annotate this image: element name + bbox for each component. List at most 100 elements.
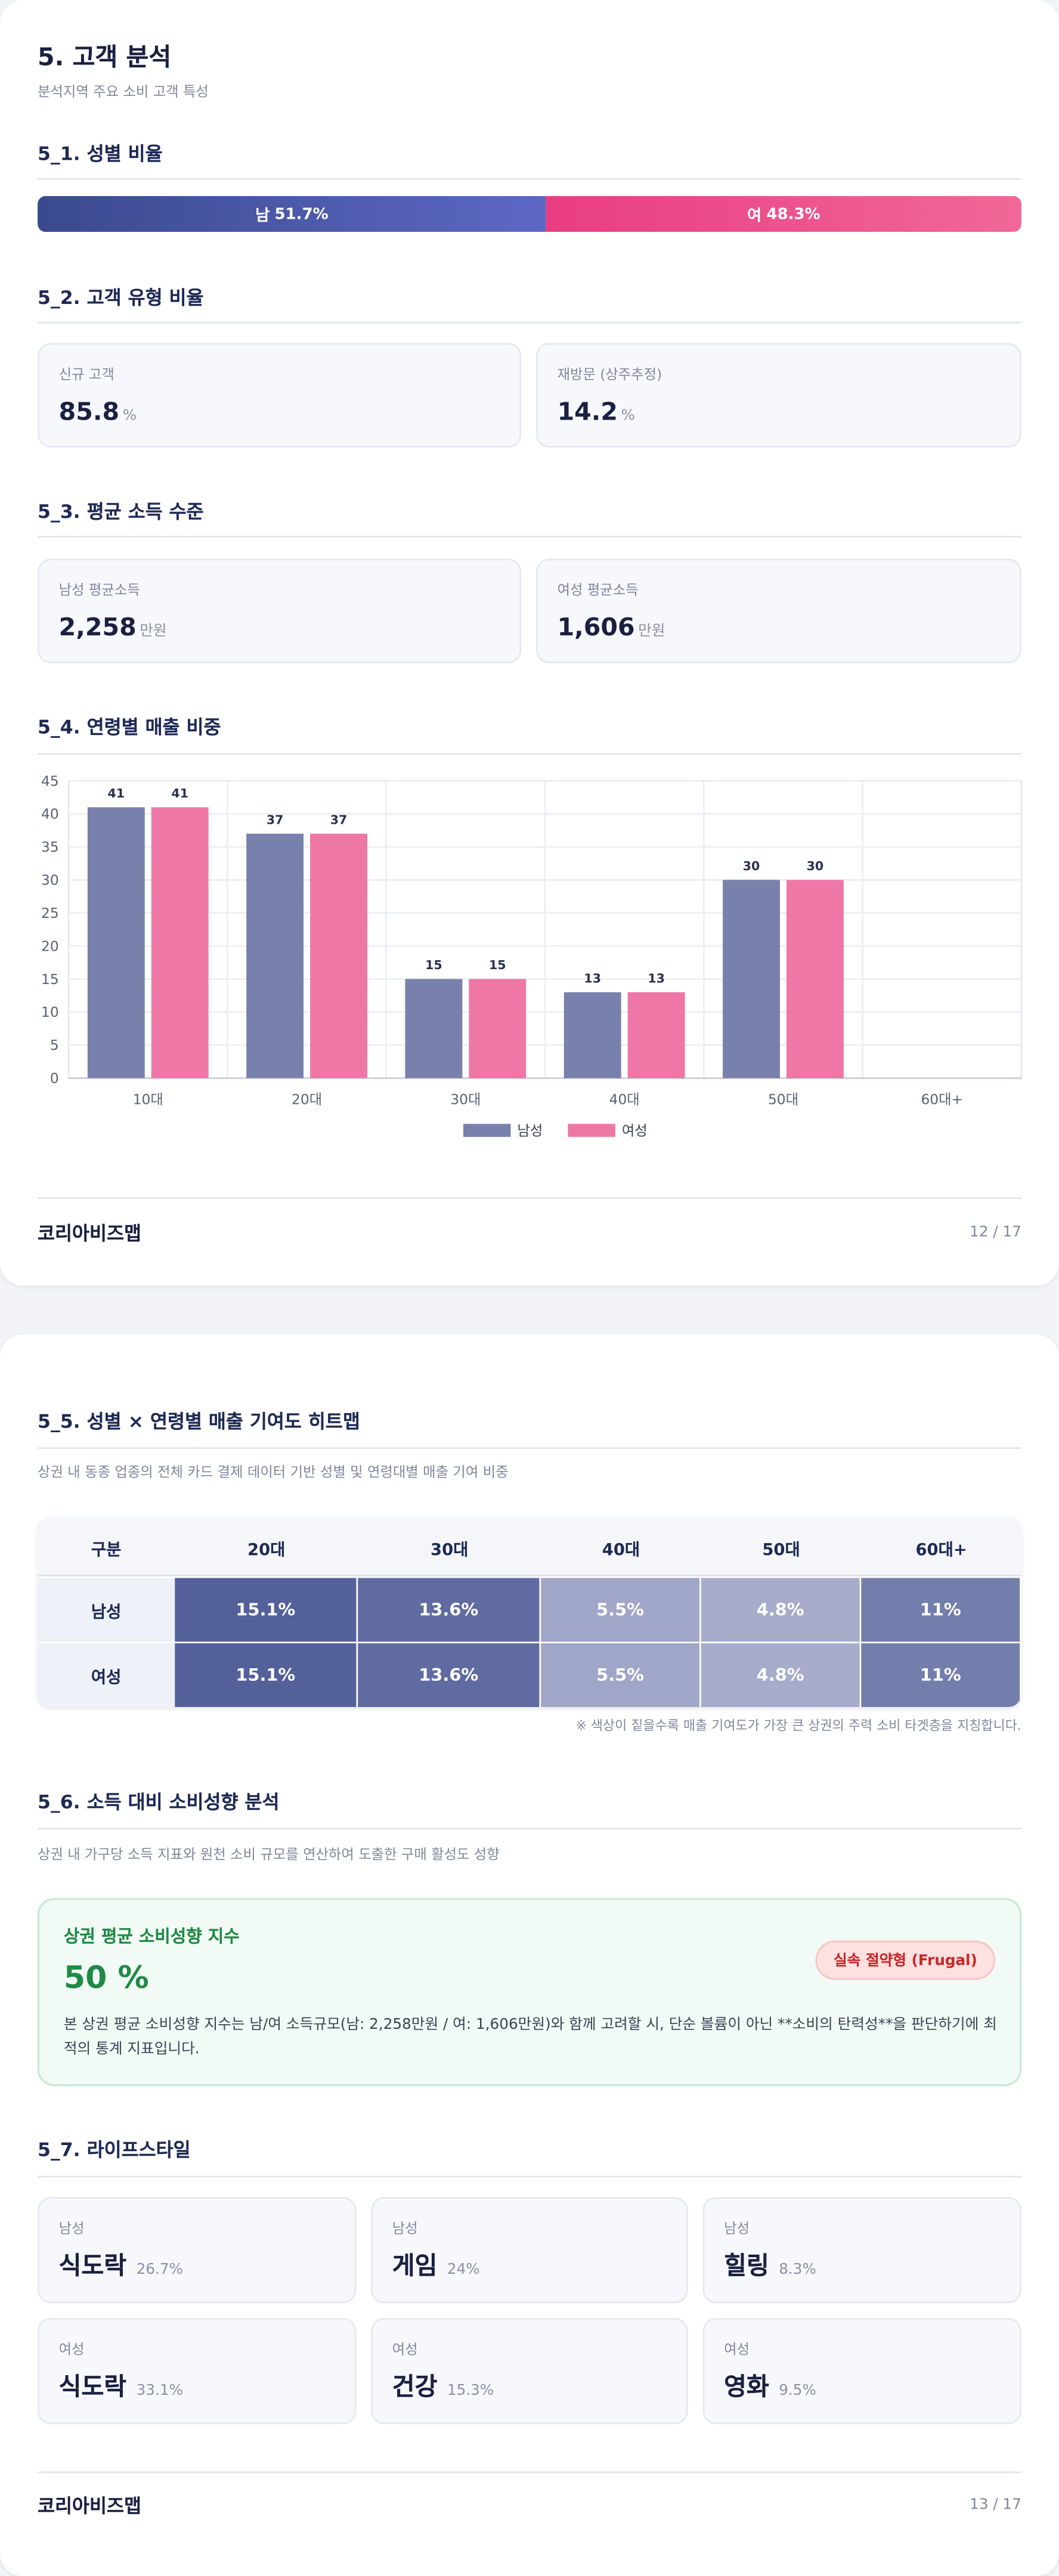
lifestyle-gender: 여성	[724, 2342, 750, 2359]
divider	[38, 178, 1021, 180]
lifestyle-card: 남성 식도락 26.7%	[38, 2197, 357, 2304]
lifestyle-item: 영화 9.5%	[724, 2370, 816, 2408]
stat-card: 여성 평균소득 1,606 만원	[535, 558, 1021, 663]
y-tick-label: 40	[41, 806, 59, 823]
heatmap-row-label: 여성	[38, 1643, 175, 1708]
bar	[87, 807, 145, 1078]
heatmap-cell: 13.6%	[358, 1643, 540, 1708]
heatmap-note: ※ 색상이 짙을수록 매출 기여도가 가장 큰 상권의 주력 소비 타겟층을 지…	[575, 1718, 1021, 1733]
heatmap-header: 30대	[431, 1541, 469, 1559]
legend-swatch	[463, 1123, 511, 1137]
stat-unit: 만원	[140, 623, 167, 641]
divider	[38, 1197, 1021, 1199]
y-tick-label: 30	[41, 873, 59, 889]
gender-label: 남	[255, 207, 270, 226]
stat-value: 85.8%	[59, 395, 137, 433]
value-label: 30	[743, 859, 760, 873]
value-label: 15	[489, 958, 506, 972]
lifestyle-card: 남성 힐링 8.3%	[702, 2197, 1021, 2304]
legend-swatch	[568, 1123, 615, 1137]
value-label: 30	[807, 859, 824, 873]
divider	[38, 1827, 1021, 1830]
y-tick-label: 0	[50, 1070, 59, 1087]
lifestyle-name: 힐링	[724, 2251, 769, 2281]
lifestyle-gender: 여성	[58, 2342, 85, 2359]
propensity-box: 상권 평균 소비성향 지수 50 % 실속 절약형 (Frugal) 본 상권 …	[38, 1898, 1021, 2086]
section-heading: 5_4. 연령별 매출 비중	[38, 715, 221, 738]
heatmap-header: 구분	[91, 1541, 122, 1559]
heatmap-cell: 4.8%	[701, 1643, 860, 1708]
bar	[786, 880, 844, 1078]
heatmap-cell-label: 4.8%	[756, 1665, 804, 1686]
heatmap-header-row	[38, 1517, 1021, 1576]
divider	[38, 2471, 1021, 2473]
stat-value: 14.2%	[558, 395, 635, 433]
value-label: 13	[584, 971, 601, 985]
stat-number: 14.2	[557, 396, 618, 427]
stat-value: 2,258 만원	[59, 611, 167, 648]
lifestyle-share: 15.3%	[447, 2383, 494, 2400]
heatmap-cell: 11%	[861, 1578, 1020, 1642]
lifestyle-name: 게임	[392, 2251, 438, 2281]
heatmap-cell-label: 15.1%	[236, 1600, 296, 1620]
page-title: 5. 고객 분석	[38, 42, 172, 72]
x-tick-label: 30대	[450, 1092, 481, 1108]
value-label: 41	[108, 786, 125, 800]
footer-brand: 코리아비즈맵	[38, 2494, 142, 2518]
gender-label: 여	[747, 207, 762, 226]
bar	[563, 992, 621, 1078]
lifestyle-name: 영화	[724, 2372, 769, 2401]
stat-number: 1,606	[557, 612, 635, 643]
heatmap-header: 50대	[762, 1541, 800, 1559]
x-tick-label: 60대+	[921, 1092, 964, 1108]
heatmap-cell-label: 5.5%	[596, 1665, 645, 1686]
stat-label: 신규 고객	[58, 367, 114, 384]
value-label: 37	[330, 812, 348, 827]
y-tick-label: 45	[41, 773, 59, 789]
heatmap-header: 40대	[602, 1541, 640, 1559]
bar	[723, 880, 780, 1078]
lifestyle-gender: 여성	[392, 2342, 418, 2359]
value-label: 37	[267, 812, 284, 827]
bar	[151, 807, 209, 1078]
stat-label: 남성 평균소득	[58, 583, 140, 600]
section-heading: 5_2. 고객 유형 비율	[38, 285, 204, 309]
bar	[469, 979, 527, 1078]
heatmap-cell: 11%	[861, 1643, 1020, 1708]
y-tick-label: 25	[41, 905, 59, 921]
heatmap-header: 20대	[247, 1541, 286, 1559]
stat-number: 2,258	[58, 612, 137, 643]
heatmap-cell: 15.1%	[175, 1578, 357, 1642]
propensity-text: 본 상권 평균 소비성향 지수는 남/여 소득규모(남: 2,258만원 / 여…	[63, 2017, 997, 2059]
lifestyle-share: 24%	[447, 2262, 480, 2279]
page-subtitle: 분석지역 주요 소비 고객 특성	[38, 85, 209, 101]
stat-unit: 만원	[638, 623, 665, 641]
heatmap-cell-label: 13.6%	[419, 1600, 479, 1620]
divider	[38, 1447, 1021, 1450]
lifestyle-item: 힐링 8.3%	[724, 2249, 816, 2287]
heatmap-cell: 4.8%	[701, 1578, 860, 1642]
lifestyle-name: 식도락	[58, 2251, 127, 2281]
stat-label: 재방문 (상주추정)	[557, 367, 662, 384]
lifestyle-item: 건강 15.3%	[392, 2370, 494, 2408]
heatmap-cell-label: 15.1%	[236, 1665, 296, 1686]
heatmap-header: 60대+	[915, 1541, 967, 1559]
lifestyle-gender: 남성	[392, 2221, 418, 2238]
lifestyle-item: 식도락 33.1%	[59, 2370, 183, 2408]
section-description: 상권 내 가구당 소득 지표와 원천 소비 규모를 연산하여 도출한 구매 활성…	[38, 1847, 500, 1864]
y-tick-label: 35	[41, 839, 59, 855]
section-heading: 5_6. 소득 대비 소비성향 분석	[38, 1790, 280, 1814]
heatmap-cell: 13.6%	[358, 1578, 540, 1642]
heatmap-cell: 5.5%	[541, 1578, 700, 1642]
x-tick-label: 20대	[292, 1092, 322, 1108]
section-description: 상권 내 동종 업종의 전체 카드 결제 데이터 기반 성별 및 연령대별 매출…	[38, 1465, 509, 1482]
x-tick-label: 40대	[609, 1092, 640, 1108]
heatmap-cell-label: 11%	[919, 1665, 961, 1686]
gender-bar: 남 51.7% 여 48.3%	[38, 195, 1021, 232]
page-number: 12 / 17	[970, 1225, 1021, 1242]
